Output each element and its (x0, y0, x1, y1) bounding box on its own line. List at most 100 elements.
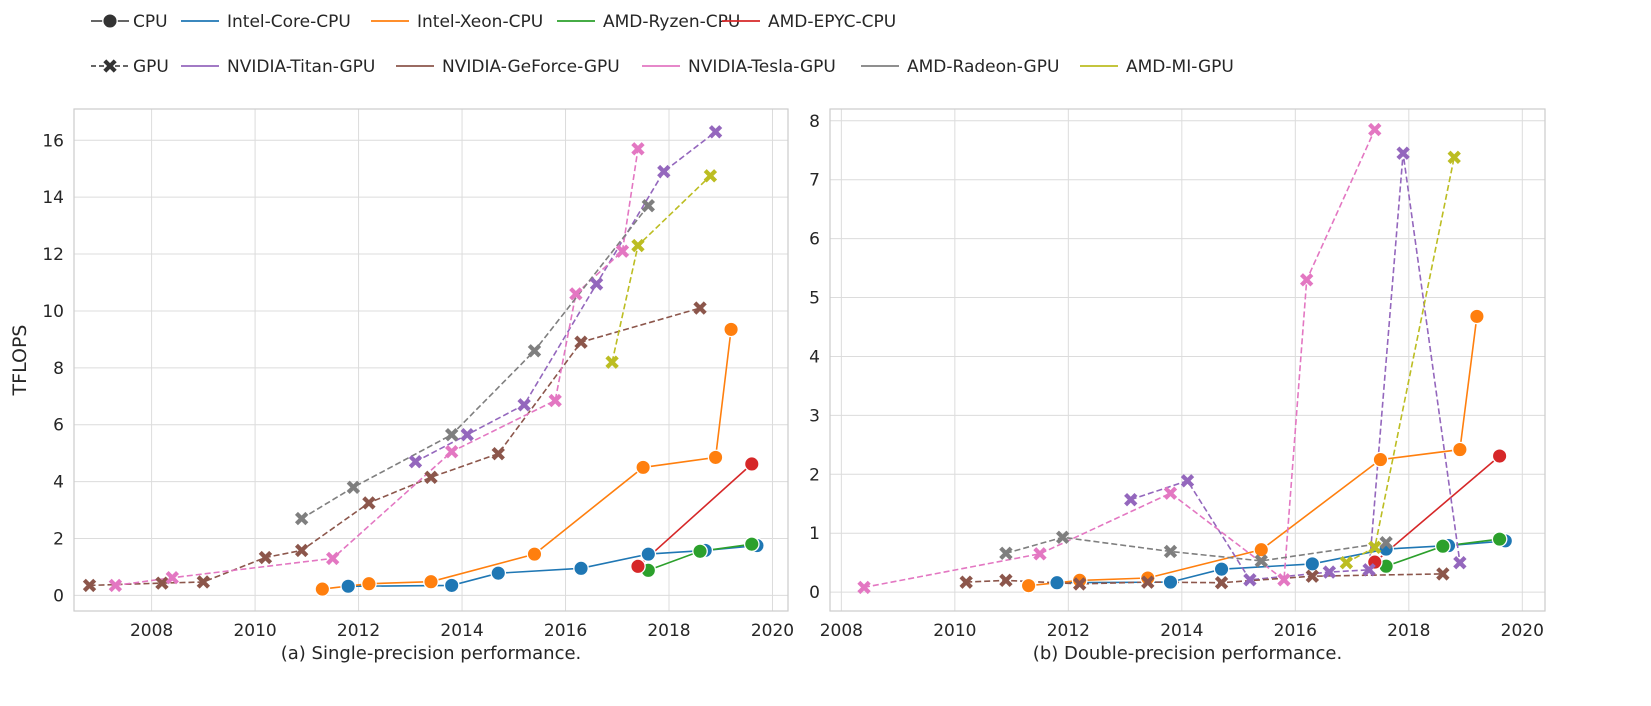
plot-area (830, 109, 1545, 611)
point-intel-xeon-cpu (1452, 441, 1468, 458)
y-tick-label: 6 (809, 230, 820, 250)
point-intel-core-cpu (1162, 574, 1179, 590)
legend: CPU Intel-Core-CPU Intel-Xeon-CPU AMD-Ryzen… (91, 12, 1234, 77)
point-nvidia-geforce-gpu (155, 576, 169, 590)
point-intel-xeon-cpu (1071, 572, 1088, 589)
point-intel-xeon-cpu (723, 321, 739, 338)
x-tick-label: 2008 (130, 621, 173, 641)
y-tick-label: 14 (42, 188, 64, 208)
point-amd-radeon-gpu (1379, 535, 1393, 550)
y-axis-label: TFLOPS (9, 325, 31, 397)
series-line-amd-epyc-cpu (1374, 455, 1501, 563)
point-intel-xeon-cpu (635, 459, 651, 476)
point-amd-ryzen-cpu (1491, 531, 1508, 547)
x-tick-label: 2008 (820, 621, 863, 641)
point-intel-core-cpu (640, 546, 657, 562)
x-tick-label: 2020 (751, 621, 794, 641)
plot-frame (829, 108, 1546, 612)
point-nvidia-geforce-gpu (1072, 577, 1087, 591)
point-nvidia-titan-gpu (408, 454, 423, 469)
legend-label-amd-radeon-gpu: AMD-Radeon-GPU (907, 57, 1059, 77)
point-nvidia-geforce-gpu (1141, 575, 1155, 589)
point-nvidia-tesla-gpu (165, 571, 179, 585)
y-tick-label: 8 (809, 112, 820, 132)
point-nvidia-geforce-gpu (999, 573, 1013, 588)
panel-caption: (a) Single-precision performance. (281, 643, 582, 664)
point-intel-core-cpu (490, 565, 507, 582)
y-tick-label: 0 (53, 586, 64, 606)
legend-label-cpu: CPU (133, 12, 168, 32)
point-nvidia-titan-gpu (517, 398, 531, 412)
point-nvidia-geforce-gpu (1436, 567, 1450, 581)
point-intel-xeon-cpu (1020, 577, 1037, 594)
point-nvidia-titan-gpu (708, 125, 723, 139)
point-nvidia-tesla-gpu (1163, 486, 1178, 500)
point-nvidia-geforce-gpu (693, 301, 707, 315)
point-amd-radeon-gpu (346, 480, 361, 494)
point-amd-ryzen-cpu (1435, 538, 1451, 555)
point-nvidia-titan-gpu (1124, 492, 1138, 507)
series-line-nvidia-geforce-gpu (89, 307, 701, 587)
legend-label-intel-xeon-cpu: Intel-Xeon-CPU (417, 12, 543, 32)
point-amd-ryzen-cpu (743, 536, 760, 553)
series-layer (82, 125, 765, 597)
point-amd-mi-gpu (605, 355, 619, 369)
point-nvidia-geforce-gpu (82, 578, 97, 593)
point-nvidia-geforce-gpu (294, 543, 309, 558)
x-tick-label: 2020 (1501, 621, 1544, 641)
cross-icon (103, 59, 117, 73)
point-intel-core-cpu (340, 578, 357, 595)
point-nvidia-tesla-gpu (615, 244, 630, 258)
point-intel-xeon-cpu (1372, 451, 1389, 468)
point-nvidia-geforce-gpu (1305, 569, 1320, 583)
series-layer (857, 122, 1514, 595)
point-intel-core-cpu (1049, 574, 1065, 591)
plot-frame (73, 108, 789, 612)
point-nvidia-titan-gpu (1362, 563, 1376, 577)
legend-label-amd-ryzen-cpu: AMD-Ryzen-CPU (603, 12, 740, 32)
point-amd-radeon-gpu (999, 546, 1013, 560)
point-amd-radeon-gpu (641, 199, 655, 213)
y-tick-label: 4 (53, 473, 64, 493)
series-line-nvidia-titan-gpu (415, 131, 717, 463)
x-tick-label: 2016 (544, 621, 587, 641)
point-nvidia-tesla-gpu (108, 578, 123, 593)
y-tick-label: 7 (809, 171, 820, 191)
y-tick-label: 1 (809, 524, 820, 544)
point-nvidia-tesla-gpu (1277, 573, 1291, 587)
point-intel-xeon-cpu (1253, 541, 1270, 558)
x-tick-label: 2010 (933, 621, 976, 641)
point-amd-radeon-gpu (294, 511, 309, 526)
point-amd-mi-gpu (1447, 150, 1461, 164)
point-amd-radeon-gpu (1254, 554, 1268, 568)
series-line-nvidia-tesla-gpu (863, 129, 1376, 589)
y-tick-label: 4 (809, 347, 820, 367)
point-intel-core-cpu (1213, 561, 1230, 578)
x-tick-label: 2018 (647, 621, 690, 641)
x-tick-label: 2016 (1274, 621, 1317, 641)
point-intel-xeon-cpu (314, 581, 331, 597)
point-amd-mi-gpu (703, 169, 718, 183)
point-intel-xeon-cpu (707, 449, 724, 466)
point-nvidia-tesla-gpu (445, 445, 459, 459)
point-intel-xeon-cpu (1139, 570, 1156, 586)
x-tick-label: 2012 (1047, 621, 1090, 641)
point-nvidia-titan-gpu (1396, 146, 1410, 160)
point-intel-core-cpu (1304, 556, 1321, 572)
legend-label-nvidia-tesla-gpu: NVIDIA-Tesla-GPU (688, 57, 836, 77)
point-amd-radeon-gpu (1055, 530, 1070, 545)
legend-label-gpu: GPU (133, 57, 169, 77)
legend-label-nvidia-titan-gpu: NVIDIA-Titan-GPU (227, 57, 375, 77)
point-nvidia-geforce-gpu (424, 470, 438, 485)
point-nvidia-geforce-gpu (258, 550, 273, 565)
series-line-amd-epyc-cpu (637, 463, 753, 567)
point-amd-epyc-cpu (1491, 448, 1508, 464)
point-amd-ryzen-cpu (692, 543, 708, 560)
y-tick-label: 2 (53, 529, 64, 549)
point-intel-xeon-cpu (361, 575, 377, 592)
x-tick-label: 2012 (337, 621, 380, 641)
point-nvidia-tesla-gpu (857, 580, 871, 595)
legend-label-nvidia-geforce-gpu: NVIDIA-GeForce-GPU (442, 57, 620, 77)
point-nvidia-geforce-gpu (491, 447, 505, 461)
